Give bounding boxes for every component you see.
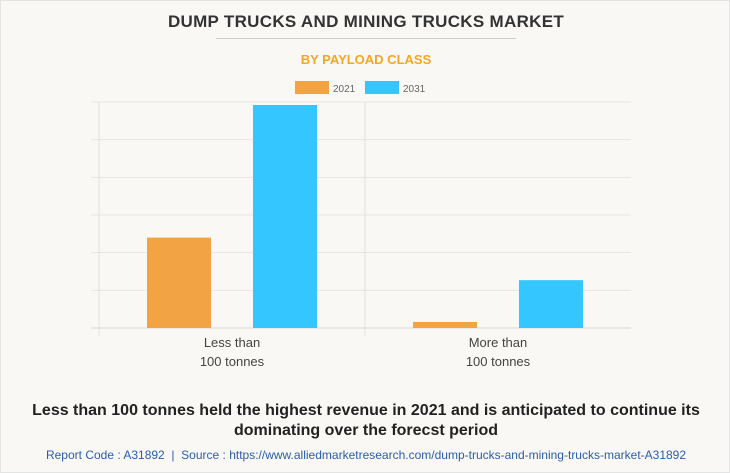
source-footer[interactable]: Report Code : A31892 | Source : https://…: [45, 448, 687, 462]
x-tick-label: More than: [469, 335, 528, 350]
x-tick-label: Less than: [204, 335, 260, 350]
bar-2031-0: [253, 105, 317, 328]
bar-2021-1: [413, 321, 477, 328]
x-tick-label: 100 tonnes: [200, 354, 265, 369]
legend-label-2021: 2021: [333, 84, 356, 95]
x-tick-label: 100 tonnes: [466, 354, 531, 369]
chart-caption: Less than 100 tonnes held the highest re…: [32, 402, 700, 439]
legend-swatch-2031: [365, 81, 399, 94]
legend-label-2031: 2031: [403, 84, 426, 95]
chart-subtitle: BY PAYLOAD CLASS: [300, 52, 432, 67]
chart-title: DUMP TRUCKS AND MINING TRUCKS MARKET: [167, 12, 565, 31]
title-divider: [216, 38, 516, 39]
legend-swatch-2021: [295, 81, 329, 94]
bar-chart: Less than 100 tonnes More than 100 tonnes 20…: [91, 81, 631, 369]
bar-2021-0: [147, 237, 211, 328]
bar-2031-1: [519, 280, 583, 328]
